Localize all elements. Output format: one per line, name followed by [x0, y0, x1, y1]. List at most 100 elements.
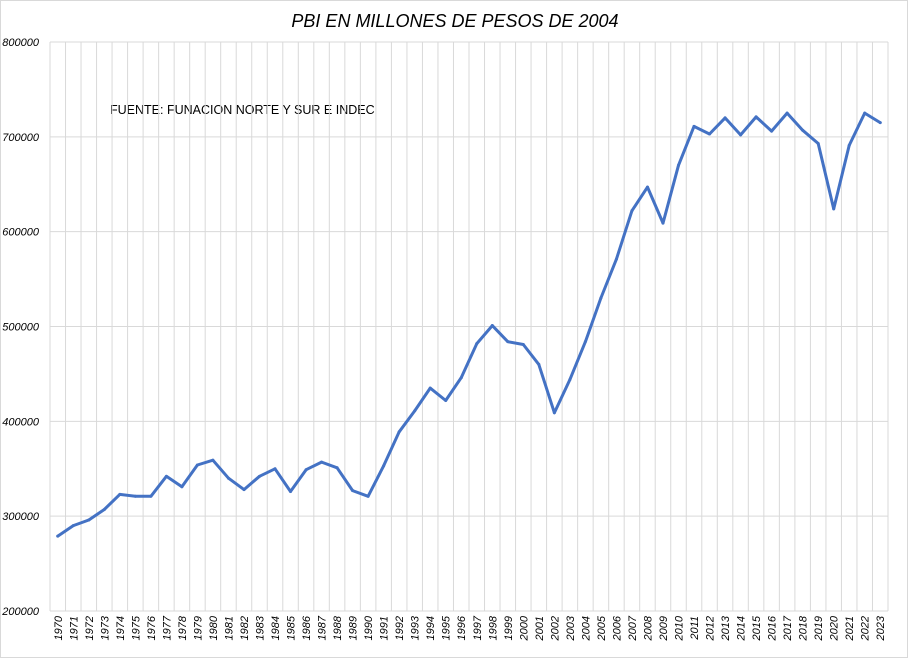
data-point [87, 518, 91, 522]
data-point [614, 257, 618, 261]
data-point [118, 492, 122, 496]
data-point [351, 489, 355, 493]
data-point [133, 494, 137, 498]
x-tick-label: 2017 [782, 615, 794, 641]
data-point [444, 398, 448, 402]
chart-annotation: FUENTE: FUNACION NORTE Y SUR E INDEC [110, 103, 375, 117]
x-tick-label: 2007 [627, 615, 639, 641]
x-tick-label: 1997 [472, 615, 484, 640]
data-point [832, 207, 836, 211]
x-tick-label: 2009 [658, 616, 670, 641]
data-point [506, 340, 510, 344]
data-point [490, 324, 494, 328]
series-line [56, 111, 882, 538]
data-point [273, 467, 277, 471]
x-tick-label: 1980 [208, 615, 220, 640]
y-tick-label: 800000 [2, 37, 40, 49]
data-point [382, 464, 386, 468]
data-point [661, 221, 665, 225]
data-point [847, 143, 851, 147]
data-point [102, 508, 106, 512]
data-point [723, 116, 727, 120]
x-tick-label: 2010 [674, 615, 686, 641]
data-point [521, 343, 525, 347]
x-tick-label: 1986 [301, 615, 313, 640]
data-point [320, 460, 324, 464]
data-point [552, 411, 556, 415]
x-tick-label: 2003 [565, 615, 577, 641]
x-tick-label: 2019 [813, 616, 825, 641]
data-point [258, 474, 261, 478]
x-tick-label: 2001 [534, 616, 546, 641]
data-point [475, 342, 479, 346]
data-point [801, 128, 805, 132]
data-point [630, 209, 634, 213]
data-point [537, 362, 541, 366]
y-tick-label: 200000 [1, 606, 40, 618]
x-tick-label: 1970 [53, 615, 65, 640]
x-tick-label: 1994 [425, 616, 437, 640]
x-tick-label: 1988 [332, 615, 344, 640]
data-point [739, 133, 743, 137]
data-point [180, 485, 184, 489]
x-tick-label: 1983 [255, 615, 267, 640]
x-tick-label: 2004 [580, 616, 592, 641]
x-tick-label: 2002 [549, 616, 561, 641]
x-tick-label: 1999 [503, 616, 515, 640]
x-tick-label: 1975 [130, 615, 142, 640]
x-tick-label: 1976 [146, 615, 158, 640]
x-tick-label: 1974 [115, 616, 127, 640]
x-tick-label: 2011 [689, 616, 701, 641]
x-tick-label: 2013 [720, 615, 732, 641]
x-tick-label: 2006 [611, 615, 623, 641]
x-tick-label: 1989 [348, 616, 360, 640]
data-point [195, 463, 199, 467]
x-tick-label: 1981 [223, 616, 235, 640]
data-point [366, 494, 370, 498]
x-tick-label: 2018 [798, 615, 810, 641]
data-point [164, 474, 168, 478]
data-point [692, 124, 696, 128]
data-point [211, 458, 215, 462]
x-tick-label: 1992 [394, 616, 406, 640]
data-point [304, 468, 308, 472]
data-point [754, 115, 758, 119]
x-tick-label: 2023 [875, 615, 887, 641]
x-tick-label: 2021 [844, 616, 856, 641]
data-point [71, 524, 75, 528]
x-tick-label: 2016 [767, 615, 779, 641]
x-tick-label: 1979 [192, 616, 204, 640]
data-point [289, 490, 293, 494]
y-tick-label: 600000 [2, 227, 40, 239]
x-tick-label: 1996 [456, 615, 468, 640]
data-point [226, 476, 230, 480]
x-tick-label: 1973 [99, 615, 111, 640]
data-point [242, 488, 246, 492]
data-point [599, 296, 603, 300]
x-tick-label: 1998 [487, 615, 499, 640]
x-tick-label: 2015 [751, 615, 763, 641]
x-tick-label: 1971 [68, 616, 80, 640]
x-tick-label: 1987 [317, 615, 329, 640]
x-tick-label: 2012 [705, 616, 717, 641]
x-tick-label: 1995 [441, 615, 453, 640]
data-point [459, 376, 463, 380]
data-point [878, 121, 882, 125]
x-tick-label: 1982 [239, 616, 251, 640]
chart-title: PBI EN MILLONES DE PESOS DE 2004 [291, 11, 619, 31]
data-point [677, 163, 680, 167]
x-tick-label: 1991 [379, 616, 391, 640]
x-tick-label: 2005 [596, 615, 608, 641]
x-tick-label: 1978 [177, 615, 189, 640]
data-point [56, 534, 60, 538]
x-tick-label: 2000 [518, 615, 530, 641]
y-tick-label: 500000 [2, 322, 40, 334]
x-tick-label: 1972 [84, 616, 96, 640]
data-point [645, 185, 649, 189]
data-point [816, 141, 820, 145]
x-tick-label: 2022 [860, 616, 872, 641]
x-tick-label: 1984 [270, 616, 282, 640]
y-tick-label: 700000 [2, 132, 40, 144]
x-tick-label: 2020 [829, 615, 841, 641]
